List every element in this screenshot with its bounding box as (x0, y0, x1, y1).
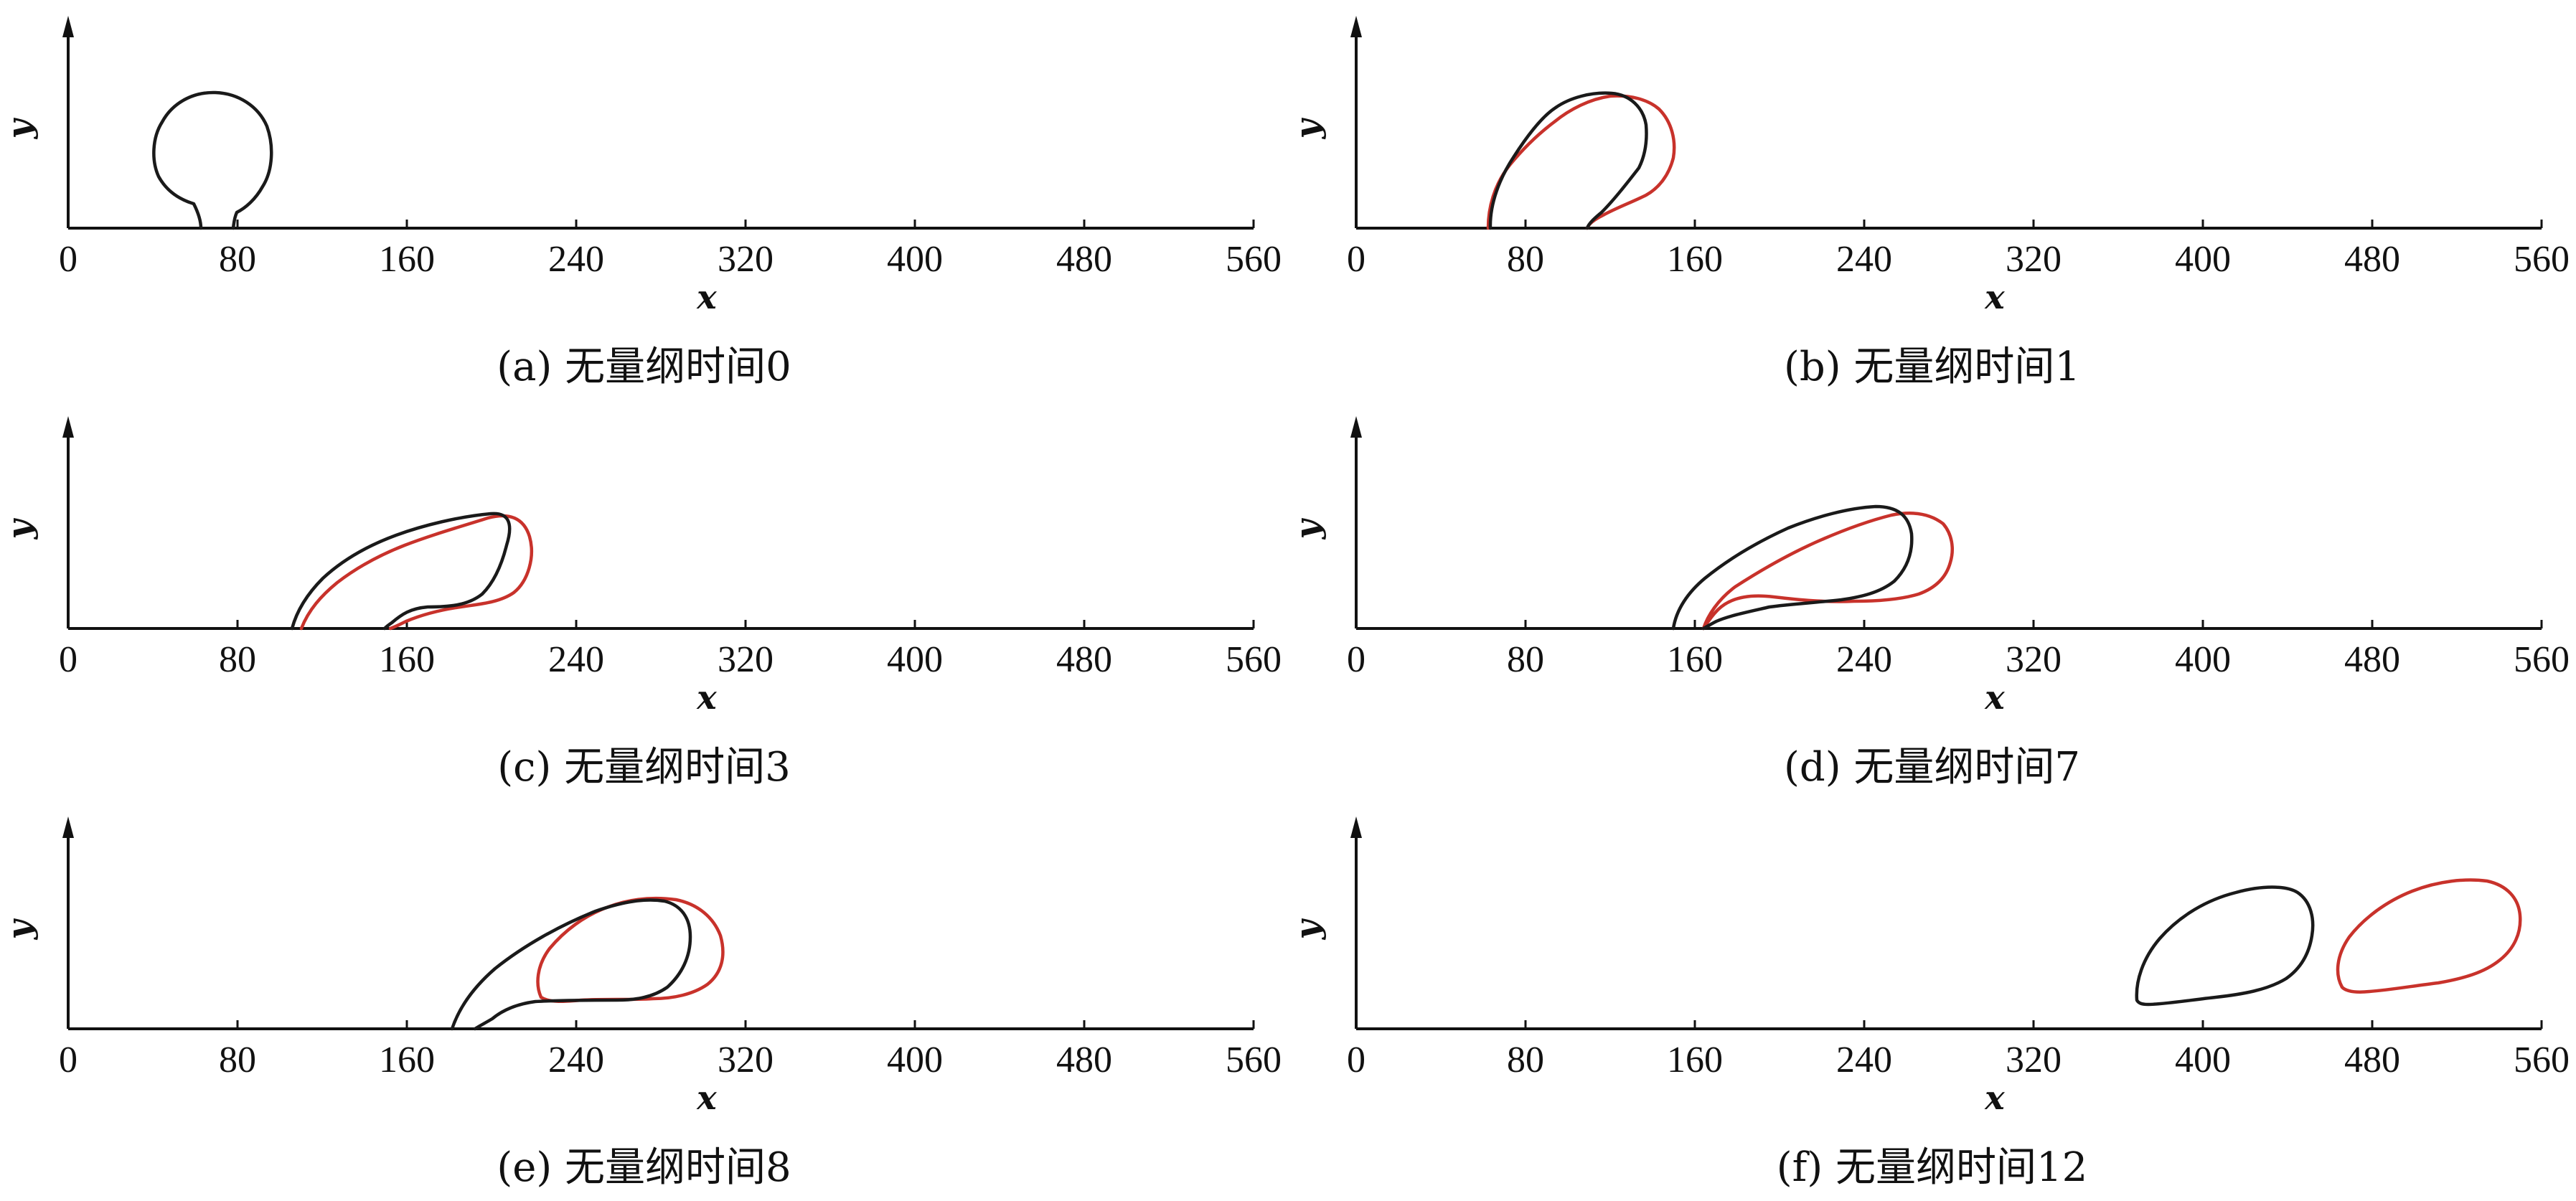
x-tick-label: 400 (2175, 239, 2231, 280)
panel-caption: (b) 无量纲时间1 (1784, 344, 2080, 390)
x-axis-label: x (696, 1078, 717, 1117)
x-tick-label: 0 (59, 639, 77, 680)
drop-outline-black (290, 512, 512, 631)
panel-caption: (e) 无量纲时间8 (497, 1144, 791, 1191)
x-axis-label: x (1984, 278, 2005, 316)
x-tick-label: 240 (1836, 639, 1892, 680)
plot-d: 0 80 160 240 320 400 480 560 x y (1288, 416, 2570, 717)
plot-f: 0 80 160 240 320 400 480 560 x y (1288, 816, 2570, 1117)
x-tick-label: 160 (1667, 1040, 1723, 1080)
panel-c: 0 80 160 240 320 400 480 560 x y (c) 无量纲时间3 (0, 400, 1288, 801)
x-tick-label: 160 (379, 639, 435, 680)
x-tick-label: 0 (1347, 1040, 1365, 1080)
y-axis-arrow (62, 416, 74, 438)
drop-outline-black (2135, 885, 2315, 1007)
x-tick-label: 160 (1667, 239, 1723, 280)
y-axis-label: y (0, 117, 39, 139)
panel-f: 0 80 160 240 320 400 480 560 x y (f) 无量纲时间12 (1288, 801, 2576, 1201)
x-tick-label: 400 (887, 239, 943, 280)
x-tick-label: 240 (1836, 239, 1892, 280)
x-tick-label: 320 (2006, 639, 2062, 680)
x-tick-label: 480 (2344, 1040, 2400, 1080)
x-tick-label: 160 (1667, 639, 1723, 680)
x-tick-label: 560 (2514, 239, 2570, 280)
y-axis-arrow (1350, 816, 1362, 838)
x-tick-label: 160 (379, 1040, 435, 1080)
x-tick-label: 400 (2175, 1040, 2231, 1080)
panel-caption: (c) 无量纲时间3 (497, 744, 791, 791)
x-tick-label: 320 (2006, 239, 2062, 280)
x-axis-label: x (696, 278, 717, 316)
x-tick-label: 560 (1226, 639, 1282, 680)
panel-d: 0 80 160 240 320 400 480 560 x y (d) 无量纲时间7 (1288, 400, 2576, 801)
panel-caption: (f) 无量纲时间12 (1776, 1144, 2088, 1191)
x-tick-label: 80 (1507, 639, 1544, 680)
x-axis-label: x (1984, 1078, 2005, 1117)
x-tick-label: 0 (1347, 639, 1365, 680)
plot-a: 0 80 160 240 320 400 480 560 x y (0, 16, 1282, 316)
drop-outline-red (1701, 512, 1954, 631)
y-axis-label: y (1288, 918, 1327, 940)
drop-outline-red (299, 514, 533, 631)
y-axis-label: y (1288, 517, 1327, 540)
drop-outline-red (1486, 94, 1676, 230)
panel-a: 0 80 160 240 320 400 480 560 x y (a) 无量纲时间0 (0, 0, 1288, 400)
y-axis-label: y (0, 918, 39, 940)
x-tick-label: 80 (219, 1040, 256, 1080)
plot-c: 0 80 160 240 320 400 480 560 x y (0, 416, 1282, 717)
drop-outline-black (1488, 91, 1648, 230)
x-axis-label: x (696, 678, 717, 717)
drop-outline-black (450, 898, 692, 1031)
x-tick-label: 560 (1226, 1040, 1282, 1080)
x-tick-label: 560 (2514, 639, 2570, 680)
x-tick-label: 80 (1507, 1040, 1544, 1080)
x-tick-label: 320 (718, 239, 774, 280)
x-tick-label: 560 (2514, 1040, 2570, 1080)
x-tick-label: 560 (1226, 239, 1282, 280)
drop-outline-red (536, 896, 725, 1003)
x-tick-label: 480 (1056, 639, 1112, 680)
x-tick-label: 240 (1836, 1040, 1892, 1080)
y-axis-label: y (0, 517, 39, 540)
panel-caption: (d) 无量纲时间7 (1784, 744, 2080, 791)
y-axis-label: y (1288, 117, 1327, 139)
x-tick-label: 160 (379, 239, 435, 280)
x-tick-label: 80 (219, 239, 256, 280)
y-axis-arrow (62, 16, 74, 37)
x-axis-label: x (1984, 678, 2005, 717)
x-tick-label: 80 (1507, 239, 1544, 280)
y-axis-arrow (62, 816, 74, 838)
x-tick-label: 480 (1056, 1040, 1112, 1080)
drop-outline-red (2336, 878, 2522, 994)
x-tick-label: 400 (2175, 639, 2231, 680)
x-tick-label: 0 (59, 1040, 77, 1080)
drop-outline-black (152, 90, 273, 230)
x-tick-label: 240 (548, 1040, 604, 1080)
x-tick-label: 320 (718, 1040, 774, 1080)
x-tick-label: 480 (2344, 239, 2400, 280)
panel-b: 0 80 160 240 320 400 480 560 x y (b) 无量纲时间1 (1288, 0, 2576, 400)
x-tick-label: 80 (219, 639, 256, 680)
x-tick-label: 0 (1347, 239, 1365, 280)
x-tick-label: 400 (887, 1040, 943, 1080)
plot-e: 0 80 160 240 320 400 480 560 x y (0, 816, 1282, 1117)
y-axis-arrow (1350, 16, 1362, 37)
x-tick-label: 240 (548, 639, 604, 680)
x-tick-label: 320 (718, 639, 774, 680)
drop-outline-black (1671, 504, 1914, 631)
panel-e: 0 80 160 240 320 400 480 560 x y (e) 无量纲时间8 (0, 801, 1288, 1201)
x-tick-label: 320 (2006, 1040, 2062, 1080)
x-tick-label: 480 (1056, 239, 1112, 280)
x-tick-label: 400 (887, 639, 943, 680)
x-tick-label: 480 (2344, 639, 2400, 680)
x-tick-label: 0 (59, 239, 77, 280)
y-axis-arrow (1350, 416, 1362, 438)
panel-caption: (a) 无量纲时间0 (497, 344, 791, 390)
x-tick-label: 240 (548, 239, 604, 280)
plot-b: 0 80 160 240 320 400 480 560 x y (1288, 16, 2570, 316)
